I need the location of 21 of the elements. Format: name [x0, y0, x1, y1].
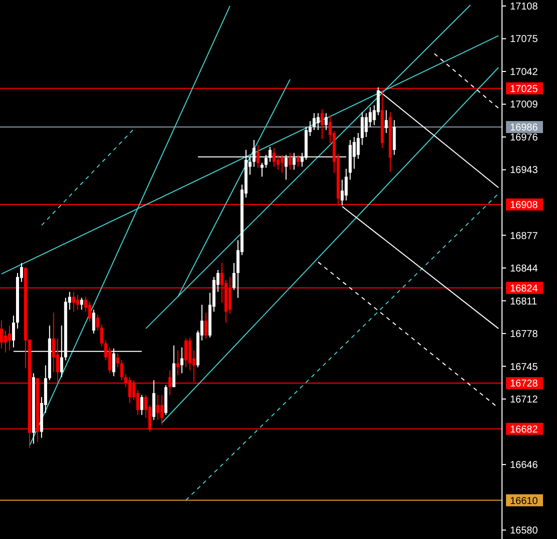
- ref-line-label: 16824: [510, 283, 538, 294]
- ref-line-label: 16986: [510, 122, 538, 134]
- y-tick-label: 16646: [510, 460, 538, 472]
- y-tick-label: 16844: [510, 264, 538, 275]
- ref-line-label: 16610: [510, 496, 538, 507]
- y-tick-label: 16877: [510, 230, 538, 242]
- y-tick-label: 16745: [510, 362, 538, 373]
- y-tick-label: 16580: [510, 526, 538, 537]
- y-tick-label: 16943: [510, 165, 538, 176]
- ref-line-label: 16682: [510, 424, 538, 436]
- ref-line-label: 16728: [510, 378, 538, 390]
- y-tick-label: 17009: [510, 100, 538, 111]
- y-tick-label: 16712: [510, 394, 538, 406]
- y-tick-label: 16976: [510, 132, 538, 144]
- y-tick-label: 16811: [510, 296, 538, 308]
- ref-line-label: 17025: [510, 84, 538, 95]
- y-tick-label: 17042: [510, 66, 538, 78]
- y-tick-label: 17108: [510, 1, 538, 12]
- y-tick-label: 17075: [510, 34, 538, 46]
- y-tick-label: 16778: [510, 329, 538, 340]
- ref-line-label: 16908: [510, 200, 538, 211]
